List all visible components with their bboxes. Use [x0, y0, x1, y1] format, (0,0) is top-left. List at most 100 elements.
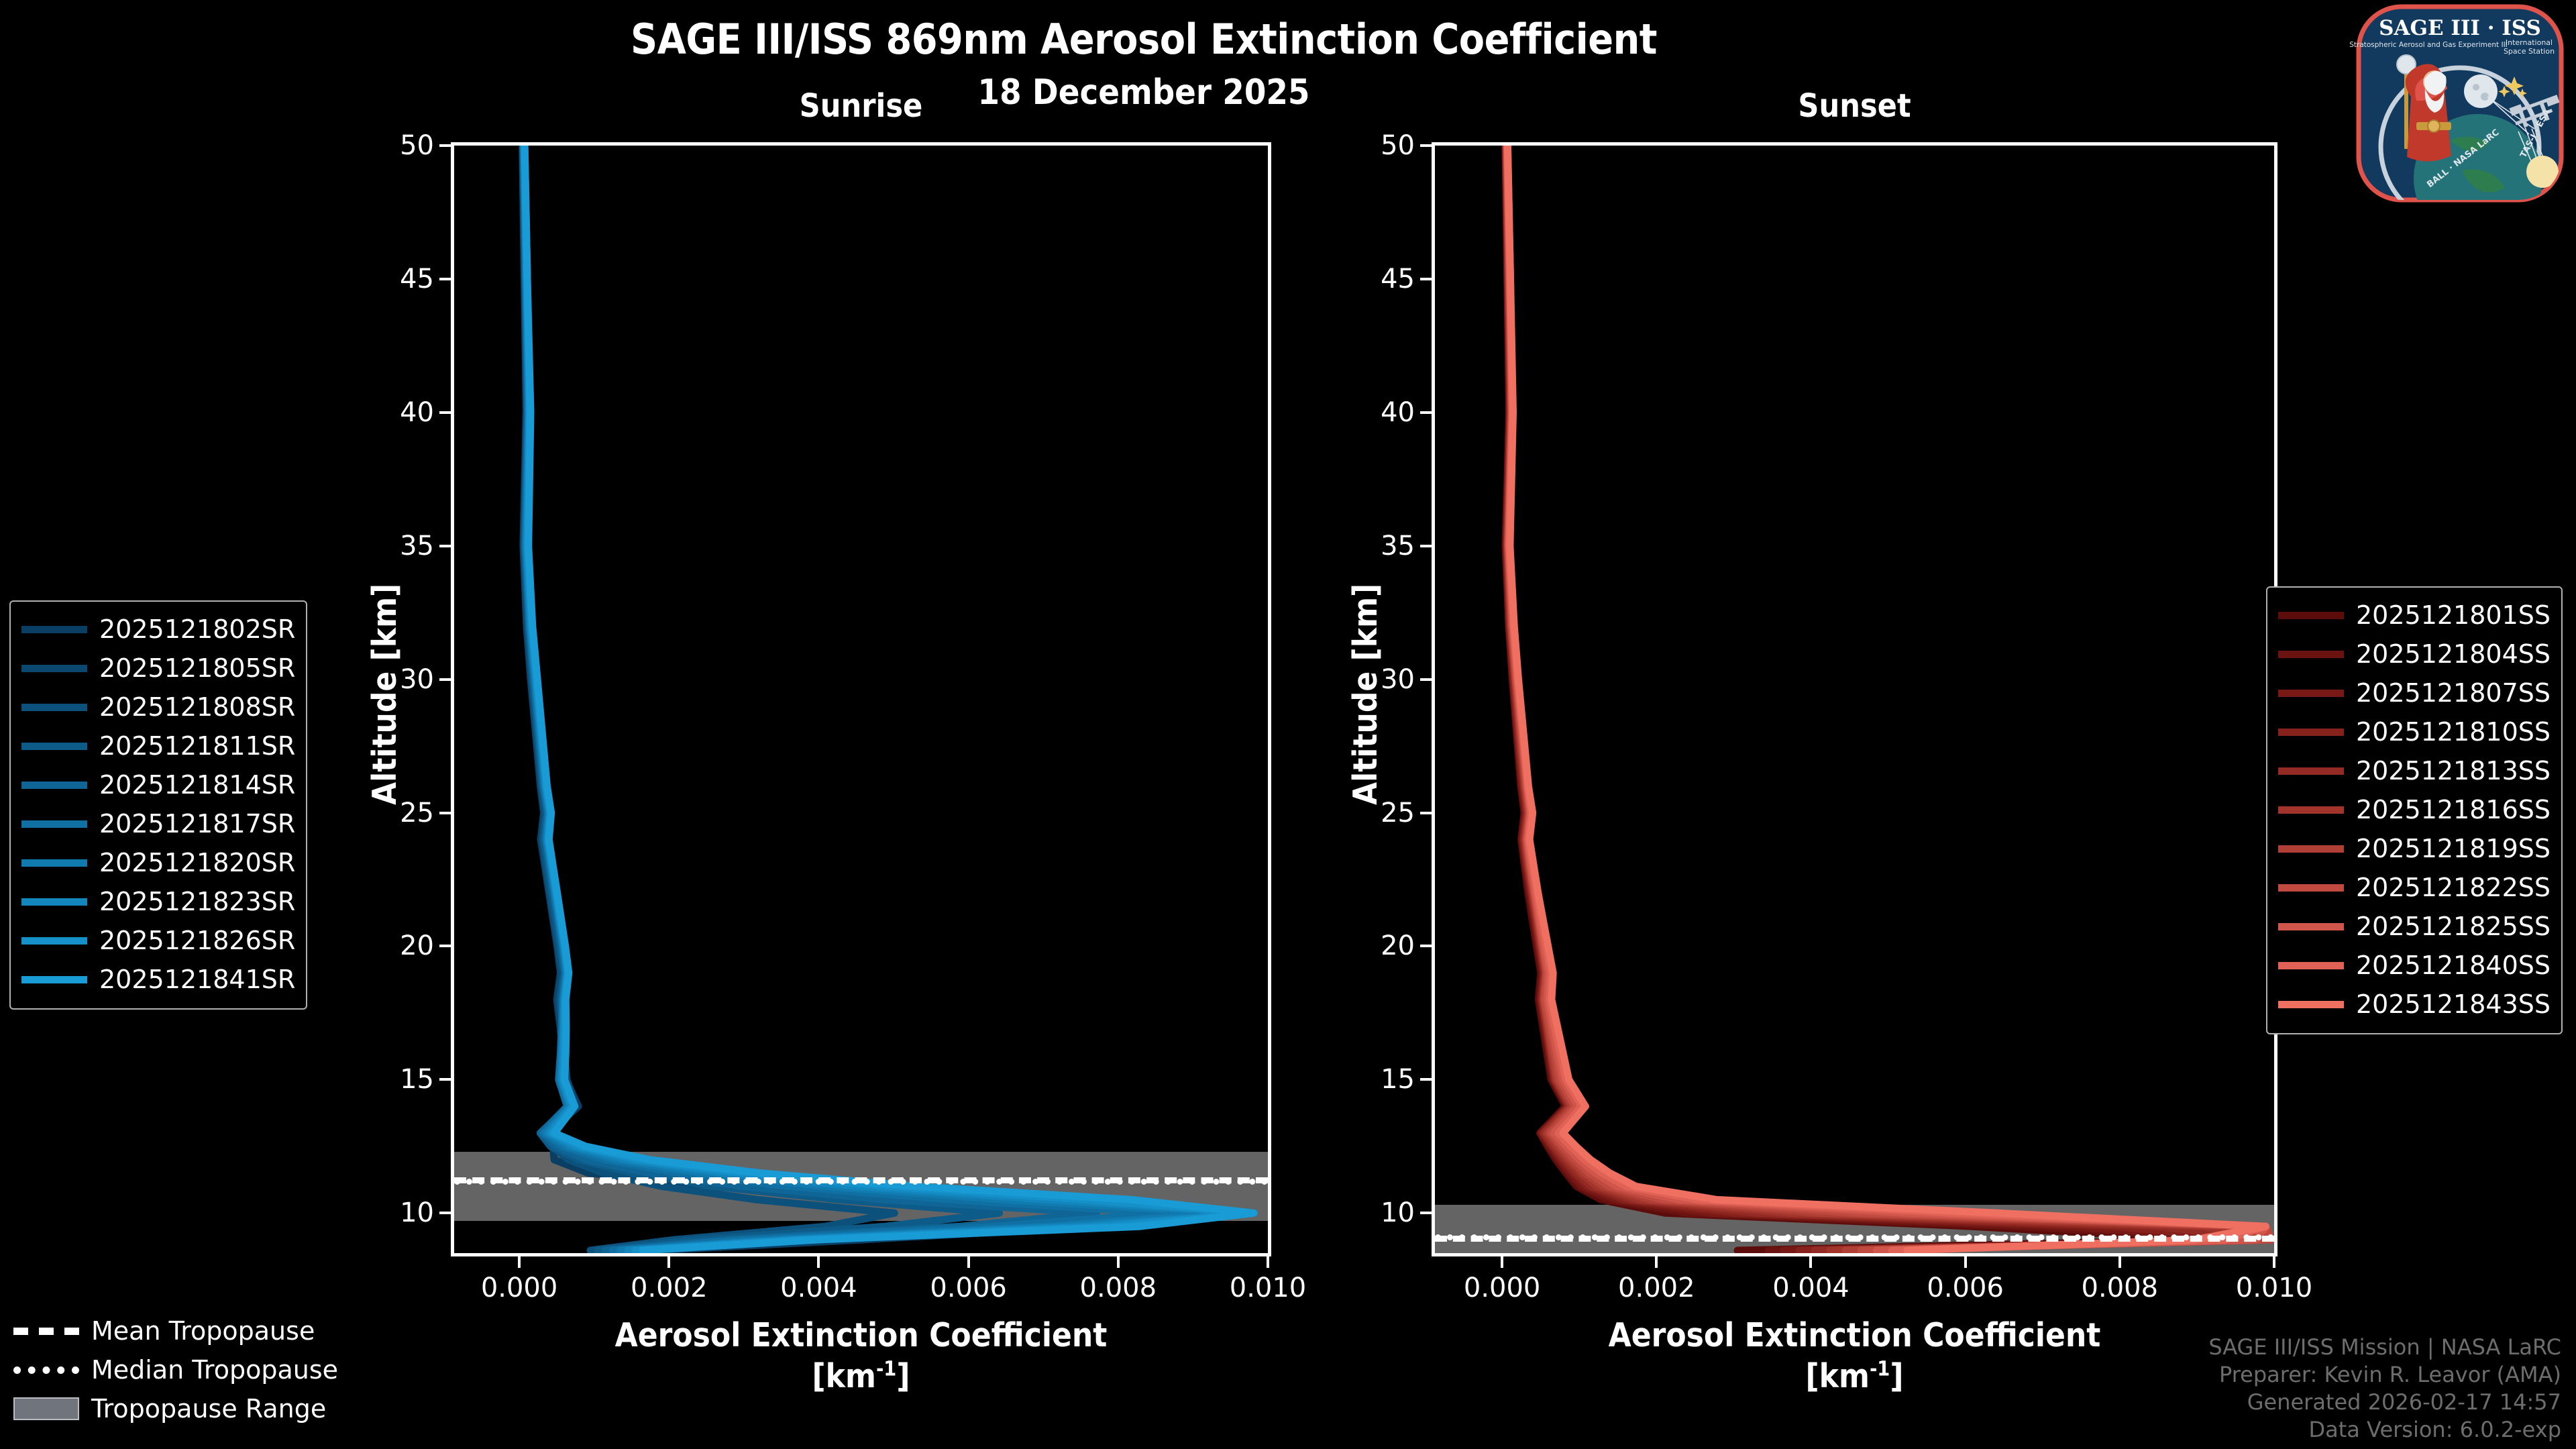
sunset-legend-label: 2025121804SS	[2356, 639, 2551, 669]
sunrise-median-tropopause	[454, 1178, 1268, 1185]
series-line	[1503, 146, 2274, 1253]
x-axis-tick-label: 0.006	[1927, 1273, 2004, 1303]
tropopause-legend-item[interactable]: Median Tropopause	[13, 1350, 338, 1389]
tropopause-legend-label: Mean Tropopause	[91, 1316, 315, 1346]
x-axis-tick-label: 0.008	[1079, 1273, 1157, 1303]
mission-patch-svg: BALL · NASA LaRC TAS-I · ESA SAGE III · …	[2349, 4, 2564, 203]
x-axis-tick-mark	[1501, 1256, 1504, 1268]
y-axis-tick-label: 40	[1381, 396, 1415, 428]
sunset-legend-item[interactable]: 2025121801SS	[2278, 596, 2551, 635]
series-line	[1502, 146, 2274, 1253]
sunset-legend-label: 2025121816SS	[2356, 795, 2551, 824]
sunset-legend-label: 2025121810SS	[2356, 717, 2551, 747]
sunrise-legend[interactable]: 2025121802SR 2025121805SR 2025121808SR 2025…	[9, 600, 308, 1010]
sunrise-units-open: [km	[812, 1357, 876, 1396]
series-line	[1501, 146, 2274, 1253]
x-axis-tick-mark	[817, 1256, 820, 1268]
x-axis-tick-label: 0.004	[1772, 1273, 1849, 1303]
logo-subtitle-right-line2: Space Station	[2504, 47, 2555, 56]
sunset-legend-color-swatch	[2278, 1000, 2344, 1008]
sunset-legend-item[interactable]: 2025121840SS	[2278, 946, 2551, 985]
tropopause-legend-label: Median Tropopause	[91, 1355, 338, 1385]
sunrise-legend-item[interactable]: 2025121802SR	[21, 610, 295, 649]
sunrise-legend-item[interactable]: 2025121814SR	[21, 765, 295, 804]
sunset-legend-label: 2025121840SS	[2356, 951, 2551, 980]
sunset-legend-item[interactable]: 2025121813SS	[2278, 751, 2551, 790]
sunrise-legend-label: 2025121841SR	[99, 965, 296, 994]
sunset-legend-item[interactable]: 2025121804SS	[2278, 635, 2551, 674]
sunset-legend-item[interactable]: 2025121825SS	[2278, 907, 2551, 946]
sunset-legend-item[interactable]: 2025121843SS	[2278, 985, 2551, 1024]
sunset-legend-label: 2025121822SS	[2356, 873, 2551, 902]
sage-iii-iss-mission-patch-logo: BALL · NASA LaRC TAS-I · ESA SAGE III · …	[2349, 3, 2571, 204]
sunrise-legend-item[interactable]: 2025121823SR	[21, 882, 295, 921]
date-subtitle: 18 December 2025	[977, 72, 1310, 113]
credits-block: SAGE III/ISS Mission | NASA LaRC Prepare…	[2208, 1334, 2561, 1444]
sunset-legend-color-swatch	[2278, 611, 2344, 619]
sunset-legend-item[interactable]: 2025121807SS	[2278, 674, 2551, 712]
x-axis-tick-mark	[518, 1256, 521, 1268]
sunset-median-tropopause	[1435, 1234, 2274, 1241]
sunset-legend-label: 2025121807SS	[2356, 678, 2551, 708]
x-axis-tick-mark	[1809, 1256, 1813, 1268]
series-line	[1501, 146, 2214, 1253]
tropopause-legend-item[interactable]: Tropopause Range	[13, 1389, 338, 1428]
sunrise-legend-item[interactable]: 2025121811SR	[21, 727, 295, 765]
tropopause-legend-label: Tropopause Range	[91, 1394, 327, 1424]
x-axis-tick-label: 0.010	[2235, 1273, 2313, 1303]
sunset-units-close: ]	[1890, 1357, 1904, 1396]
sunset-legend-label: 2025121843SS	[2356, 989, 2551, 1019]
y-axis-tick-mark	[439, 1078, 451, 1081]
tropopause-legend-item[interactable]: Mean Tropopause	[13, 1311, 338, 1350]
series-line	[519, 146, 1205, 1253]
y-axis-tick-label: 50	[1381, 130, 1415, 161]
sunrise-legend-item[interactable]: 2025121817SR	[21, 804, 295, 843]
sunset-legend-color-swatch	[2278, 728, 2344, 736]
sunrise-legend-label: 2025121823SR	[99, 887, 296, 916]
sunset-legend-item[interactable]: 2025121816SS	[2278, 790, 2551, 829]
sunrise-x-axis-label: Aerosol Extinction Coefficient [km-1]	[451, 1315, 1271, 1397]
sunset-legend-item[interactable]: 2025121810SS	[2278, 712, 2551, 751]
sunrise-legend-color-swatch	[21, 936, 87, 945]
y-axis-tick-label: 25	[1381, 797, 1415, 828]
y-axis-tick-mark	[1420, 544, 1432, 547]
sunset-y-axis-label: Altitude [km]	[1346, 583, 1385, 805]
sunset-legend-item[interactable]: 2025121819SS	[2278, 829, 2551, 868]
sunset-legend-color-swatch	[2278, 689, 2344, 697]
sunrise-legend-item[interactable]: 2025121841SR	[21, 960, 295, 999]
series-line	[521, 146, 1258, 1253]
sunset-plot-area[interactable]	[1432, 142, 2277, 1256]
y-axis-tick-label: 45	[1381, 263, 1415, 294]
y-axis-tick-mark	[439, 811, 451, 814]
sunrise-series-layer	[519, 146, 1258, 1253]
credits-data-version: Data Version: 6.0.2-exp	[2308, 1417, 2561, 1443]
y-axis-tick-label: 40	[400, 396, 434, 428]
x-axis-tick-mark	[1267, 1256, 1269, 1268]
sunrise-legend-item[interactable]: 2025121820SR	[21, 843, 295, 882]
sunrise-x-axis-label-main: Aerosol Extinction Coefficient	[614, 1316, 1108, 1354]
series-line	[519, 146, 898, 1253]
y-axis-tick-label: 35	[1381, 530, 1415, 561]
y-axis-tick-mark	[439, 411, 451, 414]
series-line	[519, 146, 1004, 1253]
sunrise-legend-label: 2025121808SR	[99, 692, 296, 722]
y-axis-tick-mark	[1420, 1078, 1432, 1081]
tropopause-legend[interactable]: Mean Tropopause Median Tropopause Tropopau…	[13, 1311, 338, 1428]
tropopause-legend-band-swatch	[13, 1397, 79, 1420]
sunset-legend-item[interactable]: 2025121822SS	[2278, 868, 2551, 907]
x-axis-tick-label: 0.002	[631, 1273, 708, 1303]
y-axis-tick-label: 10	[1381, 1197, 1415, 1229]
sunrise-legend-item[interactable]: 2025121805SR	[21, 649, 295, 688]
y-axis-tick-label: 10	[400, 1197, 434, 1229]
logo-subtitle-left: Stratospheric Aerosol and Gas Experiment…	[2349, 41, 2508, 49]
sunrise-legend-item[interactable]: 2025121826SR	[21, 921, 295, 960]
logo-title: SAGE III · ISS	[2379, 16, 2541, 40]
sunrise-legend-label: 2025121814SR	[99, 770, 296, 800]
sunrise-legend-color-swatch	[21, 664, 87, 672]
x-axis-tick-mark	[2273, 1256, 2275, 1268]
sunrise-plot-area[interactable]	[451, 142, 1271, 1256]
sunset-legend-label: 2025121813SS	[2356, 756, 2551, 786]
sunset-legend[interactable]: 2025121801SS 2025121804SS 2025121807SS 2025…	[2266, 586, 2563, 1034]
sunrise-plot-canvas	[454, 146, 1268, 1253]
sunrise-legend-item[interactable]: 2025121808SR	[21, 688, 295, 727]
